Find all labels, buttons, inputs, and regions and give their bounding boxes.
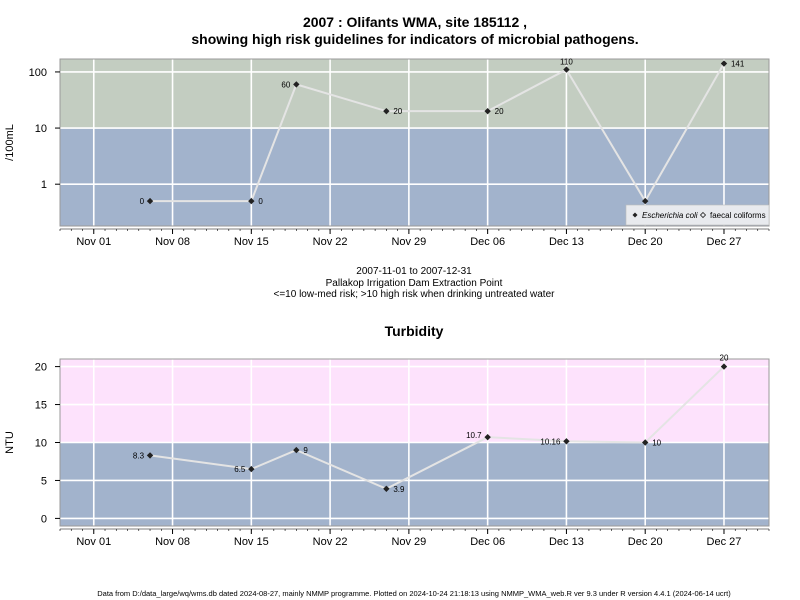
data-point [484, 107, 491, 115]
data-label: 110 [560, 58, 573, 67]
period-label: 2007-11-01 to 2007-12-31 [356, 266, 472, 277]
x-tick-label: Nov 01 [76, 536, 111, 548]
y-tick-label: 10 [35, 438, 47, 450]
data-label: 20 [720, 354, 729, 363]
plot-frame [59, 58, 770, 227]
guideline-note: <=10 low-med risk; >10 high risk when dr… [274, 289, 556, 300]
report-title-line-1: 2007 : Olifants WMA, site 185112 , [303, 14, 527, 30]
microbial-chart: Nov 01 Nov 08 Nov 15 Nov 22 Nov 29 Dec 06 Dec … [4, 58, 770, 248]
data-label: 10.16 [540, 437, 561, 446]
y-tick-label: 0 [41, 513, 47, 525]
y-tick-label: 10 [35, 123, 47, 135]
data-point [248, 465, 255, 473]
data-point [720, 60, 728, 67]
series-line [149, 365, 725, 490]
x-tick-label: Dec 27 [707, 536, 742, 548]
legend-label-ecoli: Escherichia coli [642, 211, 698, 220]
data-label: 10.7 [466, 431, 482, 440]
legend-box [625, 204, 770, 226]
x-tick-label: Dec 20 [628, 236, 663, 248]
x-tick-label: Dec 13 [549, 536, 584, 548]
y-tick-label: 5 [41, 475, 47, 487]
high-risk-band [60, 359, 769, 443]
x-tick-label: Dec 06 [470, 236, 505, 248]
data-point [563, 438, 570, 445]
series-line [150, 63, 725, 204]
x-tick-label: Dec 27 [707, 236, 742, 248]
data-label: 20 [495, 107, 504, 116]
data-point [642, 197, 649, 205]
y-tick-label: 15 [35, 400, 47, 412]
legend-marker-faecal [699, 211, 707, 219]
data-point [146, 452, 154, 459]
data-label: 60 [281, 80, 290, 89]
footer-note: Data from D:/data_large/wq/wms.db dated … [97, 589, 731, 598]
site-name-label: Pallakop Irrigation Dam Extraction Point [326, 278, 503, 289]
x-tick-label: Nov 01 [76, 236, 111, 248]
x-tick-label: Nov 08 [155, 236, 190, 248]
data-point [293, 81, 300, 88]
low-risk-band [60, 442, 769, 526]
data-label: 10 [652, 439, 661, 448]
data-point [293, 446, 300, 454]
x-tick-label: Nov 22 [313, 236, 348, 248]
x-tick-label: Dec 13 [549, 236, 584, 248]
x-tick-label: Nov 29 [391, 536, 426, 548]
legend-marker-ecoli [632, 212, 638, 218]
data-point [642, 439, 649, 446]
data-label: 141 [731, 60, 745, 69]
data-point [383, 107, 390, 115]
y-tick-label: 100 [29, 67, 47, 79]
data-label: 6.5 [234, 465, 246, 474]
x-tick-label: Nov 15 [234, 236, 269, 248]
data-point [248, 197, 255, 205]
data-point [383, 485, 390, 493]
data-label: 20 [393, 107, 402, 116]
report-title-line-2: showing high risk guidelines for indicat… [191, 31, 638, 47]
data-point [563, 66, 570, 73]
turbidity-chart: Nov 01 Nov 08 Nov 15 Nov 22 Nov 29 Dec 06 Dec … [4, 354, 770, 548]
x-tick-label: Nov 22 [313, 536, 348, 548]
data-label: 3.9 [393, 485, 405, 494]
x-tick-label: Nov 29 [391, 236, 426, 248]
x-tick-label: Nov 08 [155, 536, 190, 548]
legend-label-faecal: faecal coliforms [710, 211, 766, 220]
data-label: 0 [258, 197, 263, 206]
y-tick-label: 1 [41, 179, 47, 191]
x-tick-label: Dec 20 [628, 536, 663, 548]
y-axis-label: /100mL [4, 124, 16, 161]
data-point [146, 197, 154, 205]
data-point [484, 433, 491, 441]
legend: Escherichia coli faecal coliforms [625, 204, 770, 226]
y-tick-label: 20 [35, 362, 47, 374]
data-label: 9 [303, 446, 308, 455]
high-risk-band [60, 59, 769, 129]
y-axis-label: NTU [4, 431, 16, 454]
x-tick-label: Nov 15 [234, 536, 269, 548]
data-point [720, 363, 728, 370]
data-label: 8.3 [133, 451, 145, 460]
x-tick-label: Dec 06 [470, 536, 505, 548]
turbidity-chart-title: Turbidity [385, 323, 444, 339]
data-label: 0 [140, 197, 145, 206]
